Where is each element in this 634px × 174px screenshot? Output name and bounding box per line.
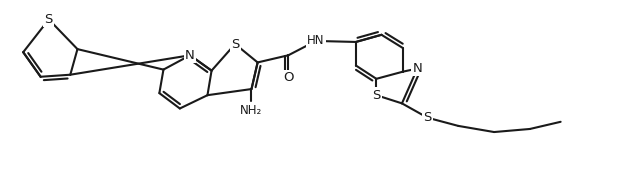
Text: O: O bbox=[283, 71, 294, 84]
Text: HN: HN bbox=[307, 34, 325, 48]
Text: NH₂: NH₂ bbox=[240, 104, 262, 117]
Text: N: N bbox=[413, 62, 422, 75]
Text: S: S bbox=[372, 89, 380, 102]
Text: S: S bbox=[424, 111, 432, 124]
Text: N: N bbox=[185, 49, 195, 62]
Text: S: S bbox=[44, 13, 53, 26]
Text: S: S bbox=[231, 38, 239, 50]
